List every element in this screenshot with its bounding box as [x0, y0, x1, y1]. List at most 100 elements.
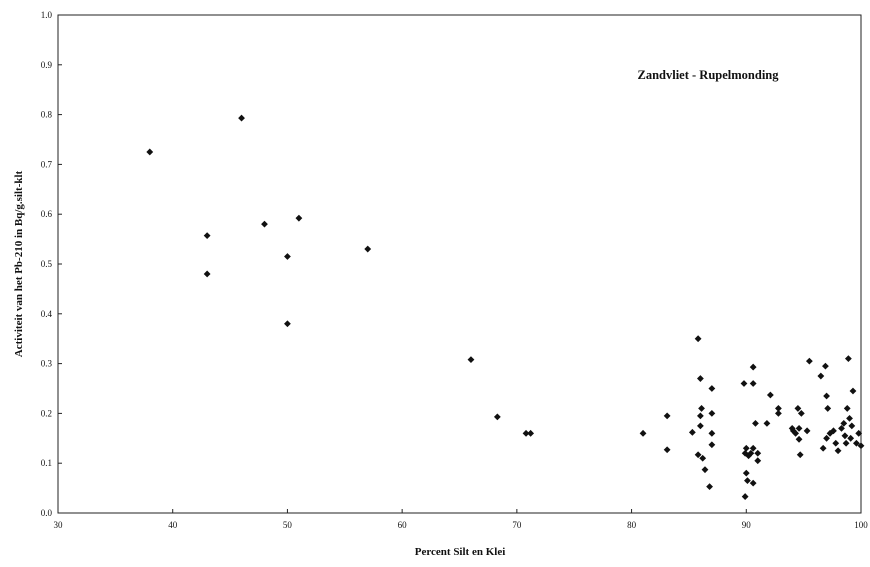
y-tick-label: 0.9: [41, 60, 53, 70]
data-point: [795, 435, 803, 443]
data-point: [284, 253, 291, 260]
x-tick-label: 50: [283, 520, 293, 530]
data-point: [838, 424, 845, 432]
data-point: [708, 385, 716, 392]
data-point: [522, 429, 530, 437]
x-tick-label: 100: [854, 520, 868, 530]
data-point: [794, 405, 802, 412]
data-point: [742, 444, 750, 452]
y-tick-label: 0.5: [41, 259, 53, 269]
data-point: [805, 357, 813, 365]
data-point: [855, 429, 863, 437]
data-point: [823, 392, 830, 400]
data-point: [747, 449, 755, 457]
data-point: [795, 424, 803, 432]
data-point: [238, 114, 245, 122]
data-point: [841, 432, 849, 440]
data-point: [467, 356, 475, 364]
y-tick-label: 0.8: [41, 110, 53, 120]
data-point: [792, 429, 800, 437]
y-tick-label: 1.0: [41, 10, 53, 20]
data-point: [819, 444, 827, 452]
x-axis-title: Percent Silt en Klei: [415, 546, 506, 558]
chart-title: Zandvliet - Rupelmonding: [637, 68, 779, 82]
data-point: [708, 429, 716, 437]
data-point: [701, 466, 709, 474]
x-tick-label: 60: [398, 520, 408, 530]
y-tick-label: 0.6: [41, 209, 53, 219]
data-point: [527, 429, 535, 437]
data-point: [846, 414, 853, 422]
data-point: [697, 422, 704, 430]
data-point: [697, 375, 704, 382]
data-point: [146, 148, 154, 156]
data-point: [754, 449, 762, 457]
data-point: [741, 493, 749, 500]
data-point: [694, 335, 702, 343]
y-tick-label: 0.4: [41, 309, 53, 319]
data-point: [749, 479, 757, 487]
data-points: [146, 114, 865, 500]
data-point: [694, 451, 702, 459]
y-axis: 0.0 0.1 0.2 0.3 0.4 0.5 0.6 0.7 0.8 0.9 1.0: [41, 10, 62, 518]
data-point: [706, 483, 713, 491]
data-point: [639, 429, 647, 437]
data-point: [284, 320, 291, 328]
data-point: [803, 427, 811, 435]
data-point: [834, 447, 842, 455]
data-point: [663, 412, 671, 420]
y-tick-label: 0.0: [41, 508, 53, 518]
data-point: [763, 419, 771, 427]
data-point: [752, 419, 759, 427]
data-point: [698, 405, 705, 412]
data-point: [840, 419, 848, 427]
data-point: [766, 391, 774, 399]
data-point: [749, 363, 757, 371]
data-point: [203, 270, 211, 278]
y-axis-title: Activiteit van het Pb-210 in Bq/g.silt-k…: [13, 170, 25, 357]
y-tick-label: 0.3: [41, 359, 53, 369]
data-point: [493, 413, 501, 421]
data-point: [775, 405, 782, 412]
x-axis: 30 40 50 60 70 80 90 100: [54, 509, 868, 530]
data-point: [708, 441, 716, 449]
data-point: [823, 434, 830, 442]
data-point: [857, 442, 865, 450]
data-point: [822, 362, 829, 370]
data-point: [830, 427, 837, 435]
data-point: [742, 469, 750, 477]
data-point: [663, 446, 671, 454]
x-tick-label: 90: [742, 520, 752, 530]
data-point: [824, 405, 832, 412]
data-point: [697, 412, 704, 420]
data-point: [295, 214, 303, 222]
x-tick-label: 80: [627, 520, 637, 530]
data-point: [688, 428, 696, 436]
data-point: [843, 405, 851, 412]
data-point: [817, 372, 825, 380]
data-point: [740, 380, 748, 387]
data-point: [775, 410, 782, 417]
data-point: [699, 454, 707, 462]
x-tick-label: 30: [54, 520, 64, 530]
data-point: [842, 439, 850, 447]
data-point: [848, 422, 856, 430]
data-point: [797, 410, 805, 417]
data-point: [754, 457, 762, 465]
data-point: [849, 387, 857, 395]
data-point: [832, 439, 840, 447]
y-tick-label: 0.7: [41, 159, 53, 169]
data-point: [749, 444, 757, 452]
y-tick-label: 0.2: [41, 408, 52, 418]
x-tick-label: 70: [512, 520, 522, 530]
data-point: [744, 477, 751, 485]
data-point: [749, 380, 757, 387]
data-point: [847, 434, 855, 442]
data-point: [796, 451, 804, 459]
data-point: [364, 245, 372, 253]
data-point: [203, 232, 211, 240]
y-tick-label: 0.1: [41, 458, 52, 468]
